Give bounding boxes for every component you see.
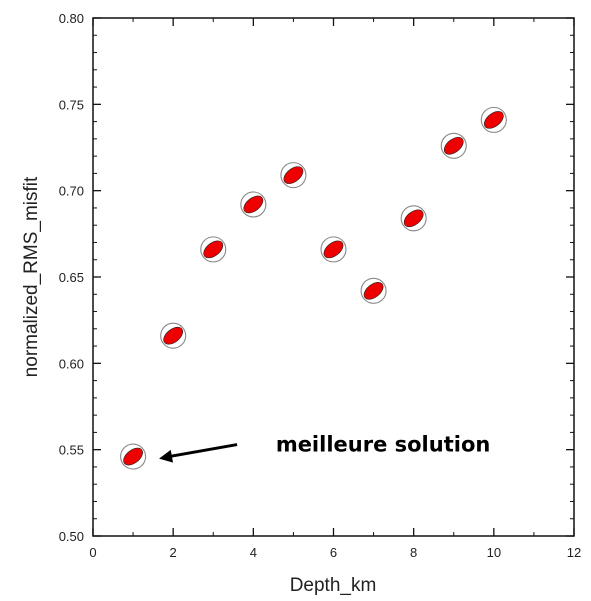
tick-labels: 0 2 4 6 8 10 12 0.50 0.55 0.60 0.65 0.70 0.75 0.80 [59,11,582,560]
x-tick-label: 8 [410,545,417,560]
y-tick-label: 0.75 [59,97,84,112]
x-tick-label: 0 [89,545,96,560]
x-tick-label: 2 [170,545,177,560]
beachball-compression-fill [283,166,304,184]
focal-mechanism-point [240,191,267,218]
beachball-compression-fill [123,447,143,466]
x-tick-label: 4 [250,545,257,560]
focal-mechanism-point [440,132,467,159]
focal-mechanism-point [120,443,147,470]
focal-mechanism-point [480,106,507,133]
focal-mechanism-point [160,322,187,349]
beachball-compression-fill [443,136,464,155]
beachball-compression-fill [483,111,504,129]
annotations: meilleure solution [159,433,490,463]
focal-mechanism-point [200,236,227,263]
focal-mechanism-point [400,205,427,232]
beachball-compression-fill [403,209,424,228]
beachball-compression-fill [323,240,344,259]
beachball-compression-fill [243,195,264,214]
y-axis-title: normalized_RMS_misfit [21,176,42,377]
annotation-arrow-shaft [168,443,238,459]
beachball-compression-fill [163,326,184,345]
beachball-compression-fill [203,240,224,259]
focal-mechanism-point [360,277,387,304]
focal-mechanism-point [320,236,347,263]
annotation-label: meilleure solution [276,433,491,457]
y-tick-label: 0.65 [59,270,84,285]
y-tick-label: 0.70 [59,184,84,199]
x-tick-label: 12 [567,545,581,560]
y-tick-label: 0.80 [59,11,84,26]
x-tick-label: 6 [330,545,337,560]
beachball-compression-fill [363,282,384,300]
y-tick-label: 0.50 [59,529,84,544]
focal-mechanism-point [280,162,307,189]
x-tick-label: 10 [487,545,501,560]
data-points [120,106,507,470]
plot-frame [92,17,575,537]
x-axis-title: Depth_km [290,575,377,596]
y-tick-label: 0.60 [59,356,84,371]
axis-ticks [92,17,575,537]
y-tick-label: 0.55 [59,443,84,458]
annotation-arrow-head [159,449,174,463]
